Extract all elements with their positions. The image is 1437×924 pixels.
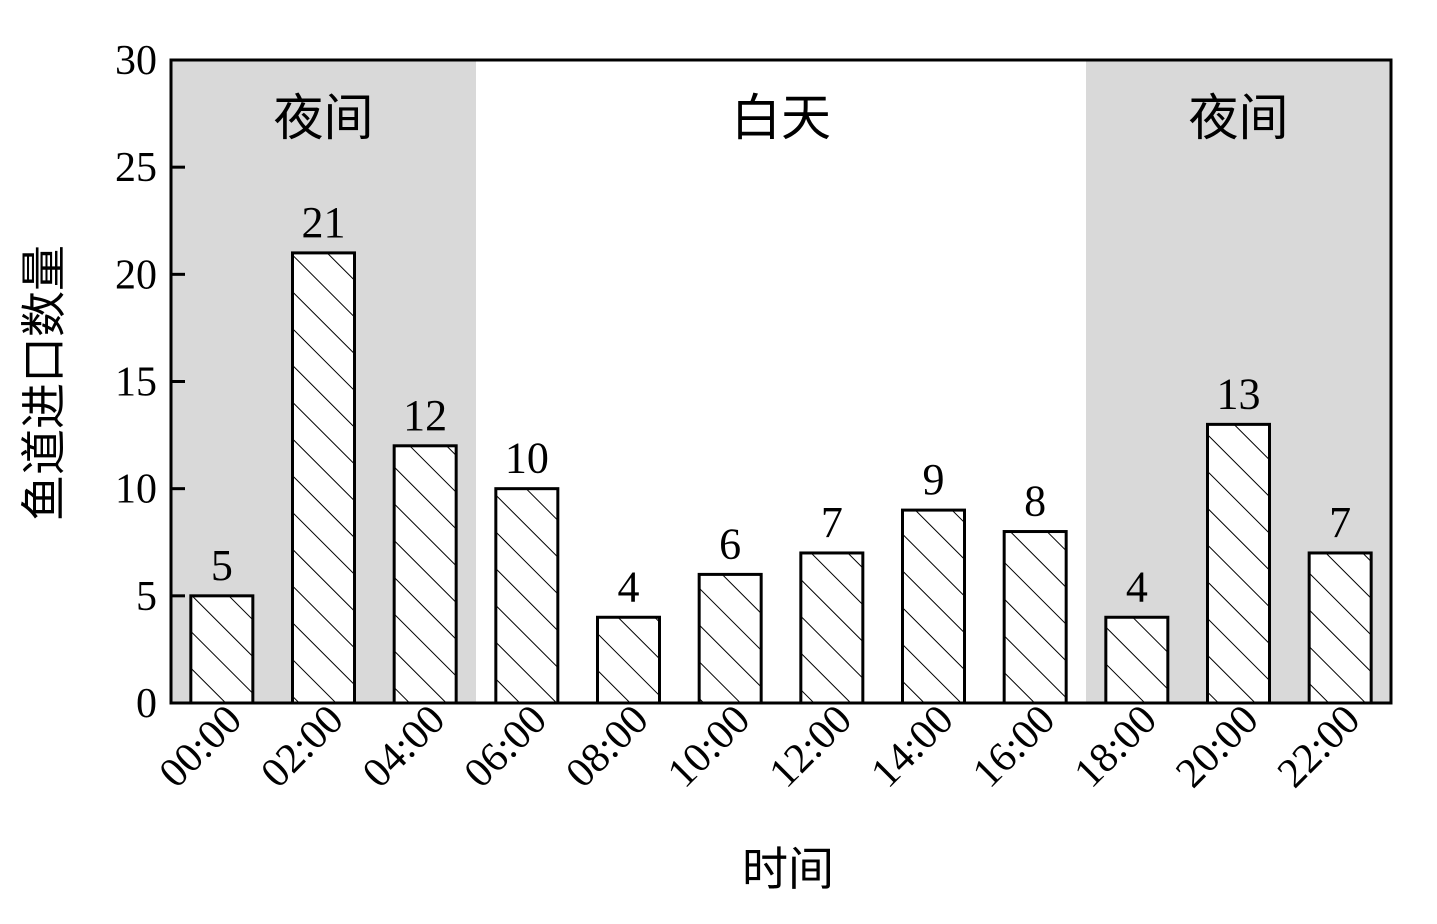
y-tick-label: 0: [136, 681, 157, 727]
data-label-22:00: 7: [1329, 498, 1351, 547]
bar-00:00: [189, 594, 255, 705]
bar-20:00: [1206, 422, 1271, 705]
y-tick-label: 5: [136, 574, 157, 620]
bar-10:00: [697, 572, 763, 705]
y-tick-label: 30: [115, 38, 157, 84]
bar-hatch: [1307, 551, 1373, 705]
bar-hatch: [799, 551, 865, 705]
x-axis-title: 时间: [742, 844, 834, 895]
bar-14:00: [901, 508, 966, 705]
bar-16:00: [1002, 530, 1068, 705]
data-label-16:00: 8: [1024, 477, 1046, 526]
bar-22:00: [1307, 551, 1373, 705]
data-label-14:00: 9: [923, 455, 945, 504]
x-tick-label: 22:00: [1269, 697, 1369, 797]
y-axis-title: 鱼道进口数量: [19, 245, 70, 521]
bar-hatch: [1002, 530, 1068, 705]
y-tick-label: 10: [115, 467, 157, 513]
y-tick-label: 25: [115, 145, 157, 191]
region-label-2: 夜间: [1189, 90, 1289, 146]
bar-hatch: [1206, 422, 1271, 705]
data-label-04:00: 12: [403, 391, 447, 440]
bar-hatch: [1104, 615, 1170, 705]
bar-hatch: [189, 594, 255, 705]
x-tick-label: 08:00: [557, 697, 657, 797]
x-tick-label: 14:00: [862, 697, 962, 797]
region-label-1: 白天: [731, 90, 831, 146]
data-labels: 5 21 12 10 4 6 7 9 8 4 13 7: [211, 198, 1351, 611]
bar-08:00: [596, 615, 661, 705]
x-tick-label: 02:00: [252, 697, 352, 797]
data-label-08:00: 4: [618, 562, 640, 611]
bar-18:00: [1104, 615, 1170, 705]
bar-06:00: [494, 487, 560, 705]
bar-hatch: [392, 444, 458, 705]
data-label-20:00: 13: [1217, 369, 1261, 418]
y-tick-label: 15: [115, 360, 157, 406]
x-tick-label: 20:00: [1167, 697, 1267, 797]
x-tick-label: 18:00: [1066, 697, 1166, 797]
x-tick-label: 00:00: [151, 697, 251, 797]
x-tick-label: 06:00: [456, 697, 556, 797]
data-label-18:00: 4: [1126, 562, 1148, 611]
x-tick-label: 04:00: [354, 697, 454, 797]
data-label-02:00: 21: [302, 198, 346, 247]
data-label-00:00: 5: [211, 541, 233, 590]
y-tick-label: 20: [115, 252, 157, 298]
bar-hatch: [901, 508, 966, 705]
bar-04:00: [392, 444, 458, 705]
data-label-06:00: 10: [505, 434, 549, 483]
bars: [189, 251, 1373, 705]
x-tick-label: 10:00: [659, 697, 759, 797]
bar-hatch: [494, 487, 560, 705]
x-tick-label: 16:00: [964, 697, 1064, 797]
bar-12:00: [799, 551, 865, 705]
region-label-0: 夜间: [274, 90, 374, 146]
bar-hatch: [596, 615, 661, 705]
bar-hatch: [697, 572, 763, 705]
bar-02:00: [291, 251, 356, 705]
data-label-12:00: 7: [821, 498, 843, 547]
data-label-10:00: 6: [719, 519, 741, 568]
x-tick-label: 12:00: [761, 697, 861, 797]
bar-hatch: [291, 251, 356, 705]
